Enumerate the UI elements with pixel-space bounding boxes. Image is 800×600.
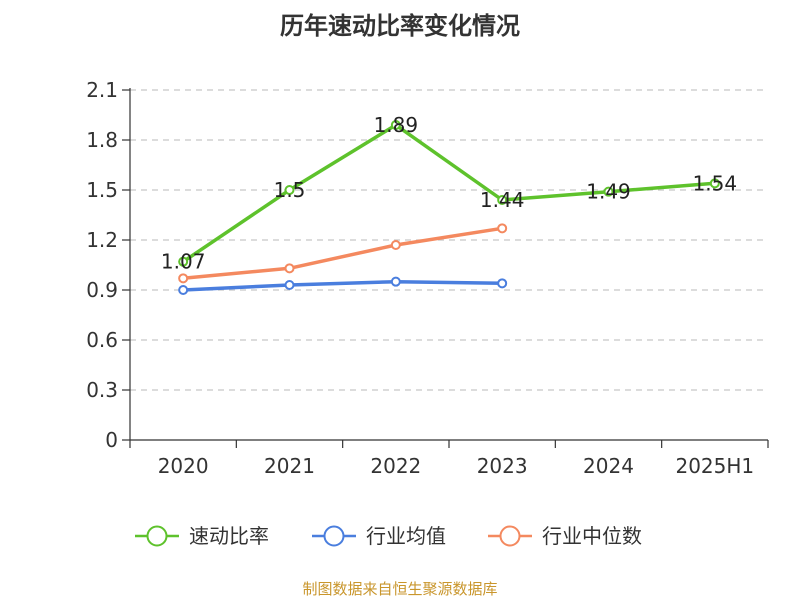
series-point <box>497 223 508 234</box>
series-point <box>603 186 614 197</box>
x-tick-label: 2023 <box>477 454 528 478</box>
data-label: 1.89 <box>374 113 419 137</box>
x-tick-label: 2024 <box>583 454 634 478</box>
legend: 速动比率 行业均值 行业中位数 <box>135 524 642 548</box>
series-layer <box>178 120 720 295</box>
chart-title: 历年速动比率变化情况 <box>280 12 520 40</box>
x-tick-label: 2022 <box>370 454 421 478</box>
data-label: 1.44 <box>480 188 525 212</box>
series-line <box>181 123 717 264</box>
series-point <box>284 263 295 274</box>
series-point <box>284 280 295 290</box>
legend-label: 行业中位数 <box>542 524 642 548</box>
series-point <box>178 256 189 267</box>
series-point <box>390 276 401 287</box>
legend-marker <box>499 525 521 547</box>
series-point <box>497 195 508 205</box>
series-point <box>178 285 189 295</box>
data-label: 1.54 <box>693 171 738 195</box>
y-tick-label: 2.1 <box>86 78 118 102</box>
series-point <box>178 273 189 284</box>
x-tick-label: 2021 <box>264 454 315 478</box>
source-note: 制图数据来自恒生聚源数据库 <box>302 580 498 598</box>
y-tick-label: 1.5 <box>86 178 118 202</box>
series-point <box>390 120 401 130</box>
legend-label: 速动比率 <box>189 524 269 548</box>
legend-label: 行业均值 <box>366 524 446 548</box>
legend-marker <box>323 525 345 547</box>
data-label: 1.07 <box>161 250 206 274</box>
series-line <box>181 279 504 292</box>
series-point <box>497 278 508 289</box>
legend-marker <box>146 525 168 547</box>
x-tick-label: 2020 <box>158 454 209 478</box>
axis-layer: 0 0.3 0.6 0.9 1.2 1.5 1.8 2.1 2020 2021 2022 2023 20… <box>86 78 769 478</box>
y-tick-label: 1.8 <box>86 128 118 152</box>
grid-layer <box>130 89 768 391</box>
x-tick-label: 2025H1 <box>675 454 754 478</box>
series-point <box>390 240 401 250</box>
y-tick-label: 0 <box>105 428 118 452</box>
series-line <box>181 226 504 281</box>
data-label-layer: 1.07 1.5 1.89 1.44 1.49 1.54 <box>161 113 737 274</box>
data-label: 1.49 <box>586 180 631 204</box>
y-tick-label: 1.2 <box>86 228 118 252</box>
y-tick-label: 0.6 <box>86 328 118 352</box>
y-tick-label: 0.3 <box>86 378 118 402</box>
series-point <box>284 185 295 195</box>
data-label: 1.5 <box>274 178 306 202</box>
y-tick-label: 0.9 <box>86 278 118 302</box>
series-point <box>709 178 720 189</box>
